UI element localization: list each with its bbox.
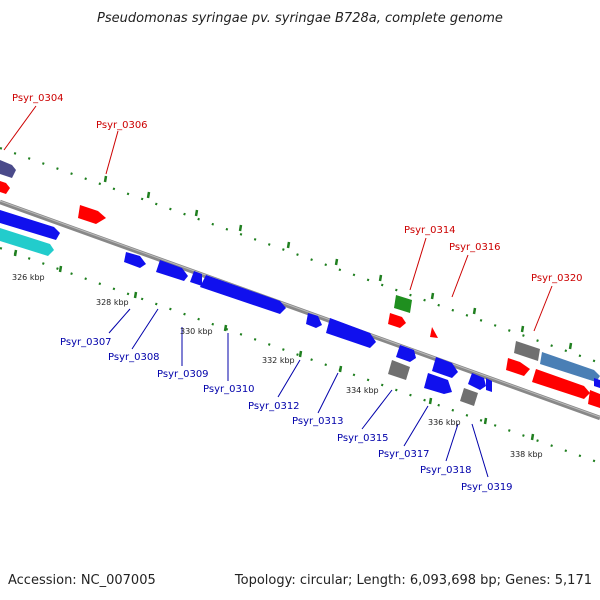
gene-psyr-0310[interactable] bbox=[200, 275, 286, 314]
gene-label-psyr-0304[interactable]: Psyr_0304 bbox=[12, 93, 64, 104]
gene-label-psyr-0313[interactable]: Psyr_0313 bbox=[292, 416, 344, 427]
upper-labels: Psyr_0304 Psyr_0306 Psyr_0314 Psyr_0316 … bbox=[12, 93, 583, 284]
gene-label-psyr-0318[interactable]: Psyr_0318 bbox=[420, 465, 472, 476]
gene-red-right-2[interactable] bbox=[588, 390, 600, 408]
dotted-rings bbox=[0, 146, 600, 465]
gene-label-psyr-0307[interactable]: Psyr_0307 bbox=[60, 337, 112, 348]
gene-steel[interactable] bbox=[540, 352, 600, 382]
gene-psyr-0309[interactable] bbox=[190, 271, 202, 286]
inner-dotted-ring bbox=[0, 246, 600, 465]
gene-label-psyr-0315[interactable]: Psyr_0315 bbox=[337, 433, 389, 444]
accession-text: Accession: NC_007005 bbox=[8, 573, 156, 588]
gene-psyr-0312[interactable] bbox=[306, 313, 322, 328]
genes bbox=[0, 160, 600, 408]
gene-label-psyr-0317[interactable]: Psyr_0317 bbox=[378, 449, 430, 460]
leader-lines bbox=[3, 105, 553, 478]
tick-label: 338 kbp bbox=[510, 450, 543, 459]
gene-label-psyr-0316[interactable]: Psyr_0316 bbox=[449, 242, 501, 253]
gene-psyr-0315[interactable] bbox=[388, 360, 410, 380]
tick-label: 328 kbp bbox=[96, 298, 129, 307]
map-title: Pseudomonas syringae pv. syringae B728a,… bbox=[97, 11, 503, 26]
gene-red-left[interactable] bbox=[0, 181, 10, 194]
gene-label-psyr-0314[interactable]: Psyr_0314 bbox=[404, 225, 456, 236]
gene-psyr-0313[interactable] bbox=[326, 318, 376, 348]
gene-psyr-0304[interactable] bbox=[0, 160, 16, 178]
genome-stats-text: Topology: circular; Length: 6,093,698 bp… bbox=[234, 573, 592, 588]
gene-blue-left[interactable] bbox=[0, 210, 60, 240]
gene-label-psyr-0319[interactable]: Psyr_0319 bbox=[461, 482, 513, 493]
gene-psyr-0308[interactable] bbox=[156, 260, 188, 281]
gene-psyr-0316[interactable] bbox=[430, 327, 438, 338]
tick-marks bbox=[13, 175, 573, 441]
tick-label: 330 kbp bbox=[180, 327, 213, 336]
gene-label-psyr-0308[interactable]: Psyr_0308 bbox=[108, 352, 160, 363]
tick-label: 336 kbp bbox=[428, 418, 461, 427]
gene-psyr-0318[interactable] bbox=[460, 388, 478, 406]
gene-psyr-0320[interactable] bbox=[506, 358, 530, 376]
gene-psyr-0307[interactable] bbox=[124, 252, 146, 268]
gene-label-psyr-0310[interactable]: Psyr_0310 bbox=[203, 384, 255, 395]
gene-psyr-0319-top[interactable] bbox=[486, 378, 492, 392]
gene-label-psyr-0320[interactable]: Psyr_0320 bbox=[531, 273, 583, 284]
gene-red-right-1[interactable] bbox=[532, 369, 590, 399]
tick-label: 332 kbp bbox=[262, 356, 295, 365]
gene-label-psyr-0312[interactable]: Psyr_0312 bbox=[248, 401, 300, 412]
outer-dotted-ring bbox=[0, 146, 600, 365]
gene-psyr-0318-top[interactable] bbox=[468, 373, 486, 390]
gene-psyr-0306[interactable] bbox=[78, 205, 106, 224]
gene-label-psyr-0306[interactable]: Psyr_0306 bbox=[96, 120, 148, 131]
tick-label: 326 kbp bbox=[12, 273, 45, 282]
gene-psyr-0317-top[interactable] bbox=[432, 357, 458, 378]
tick-label: 334 kbp bbox=[346, 386, 379, 395]
tick-labels: 326 kbp 328 kbp 330 kbp 332 kbp 334 kbp … bbox=[12, 273, 543, 459]
lower-labels: Psyr_0307 Psyr_0308 Psyr_0309 Psyr_0310 … bbox=[60, 337, 513, 493]
gene-psyr-0317[interactable] bbox=[424, 373, 452, 394]
genome-backbone bbox=[0, 199, 600, 421]
gene-psyr-0314[interactable] bbox=[388, 313, 406, 328]
gene-psyr-0314-green[interactable] bbox=[394, 295, 412, 313]
gene-cyan-left[interactable] bbox=[0, 228, 54, 256]
gene-blue-edge[interactable] bbox=[594, 378, 600, 388]
gene-psyr-0320-gray[interactable] bbox=[514, 341, 540, 361]
gene-label-psyr-0309[interactable]: Psyr_0309 bbox=[157, 369, 209, 380]
gene-psyr-0315-top[interactable] bbox=[396, 345, 416, 362]
